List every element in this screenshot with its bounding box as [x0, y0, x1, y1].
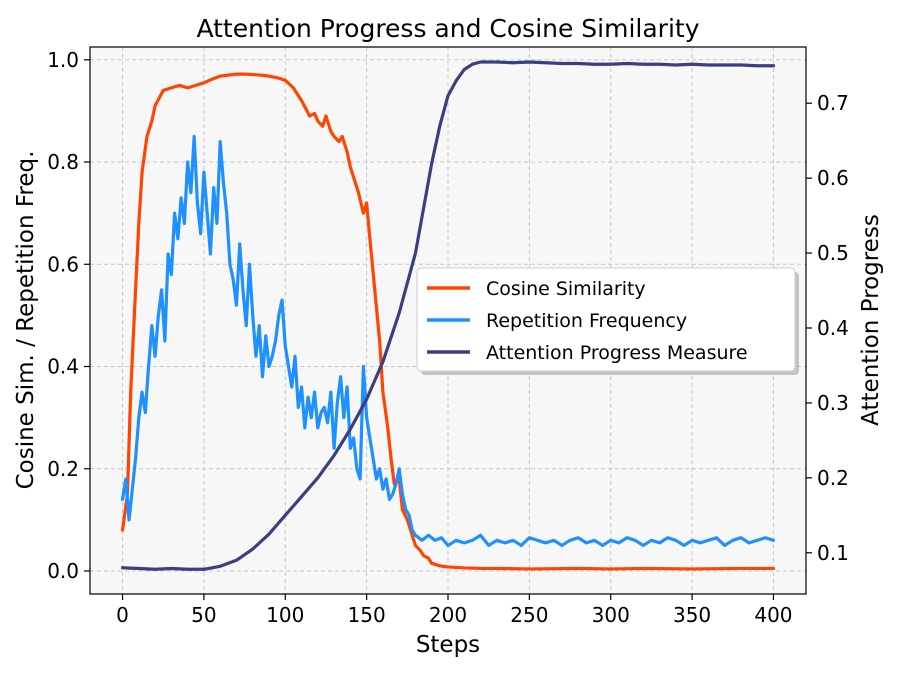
cosine-similarity-line [120, 72, 776, 571]
chart-title: Attention Progress and Cosine Similarity [196, 14, 699, 43]
repetition-frequency-line [120, 134, 776, 548]
left-y-tick-label: 0.6 [47, 252, 79, 276]
axes: 0 50 100 150 200 250 300 350 400 0.0 0.2 0.4 0.6 0.8 1… [47, 48, 849, 627]
left-y-tick-label: 0.2 [47, 457, 79, 481]
right-y-tick-label: 0.1 [817, 541, 849, 565]
x-tick-label: 0 [116, 603, 129, 627]
legend-label-repetition-frequency: Repetition Frequency [486, 310, 687, 332]
x-tick-label: 100 [266, 603, 304, 627]
right-y-tick-label: 0.6 [817, 166, 849, 190]
right-y-tick-label: 0.5 [817, 241, 849, 265]
left-y-tick-label: 0.0 [47, 559, 79, 583]
right-y-tick-label: 0.3 [817, 391, 849, 415]
grid [90, 47, 806, 594]
right-y-axis-title: Attention Progress [858, 214, 884, 426]
x-tick-label: 300 [592, 603, 630, 627]
left-y-axis-title: Cosine Sim. / Repetition Freq. [13, 151, 39, 490]
legend: Cosine Similarity Repetition Frequency A… [416, 267, 799, 375]
legend-box [416, 267, 796, 372]
right-y-tick-label: 0.7 [817, 91, 849, 115]
left-y-tick-label: 1.0 [47, 48, 79, 72]
left-y-tick-label: 0.8 [47, 150, 79, 174]
series-group [120, 60, 776, 571]
x-tick-label: 400 [754, 603, 792, 627]
x-tick-label: 50 [191, 603, 216, 627]
x-tick-label: 250 [510, 603, 548, 627]
right-y-tick-label: 0.2 [817, 466, 849, 490]
legend-label-attention-progress: Attention Progress Measure [486, 342, 748, 364]
x-axis-title: Steps [416, 632, 480, 658]
x-tick-label: 150 [348, 603, 386, 627]
right-y-tick-label: 0.4 [817, 316, 849, 340]
left-y-tick-label: 0.4 [47, 355, 79, 379]
x-tick-label: 350 [673, 603, 711, 627]
attention-progress-line [120, 60, 776, 571]
x-tick-label: 200 [429, 603, 467, 627]
legend-label-cosine-similarity: Cosine Similarity [486, 278, 646, 300]
